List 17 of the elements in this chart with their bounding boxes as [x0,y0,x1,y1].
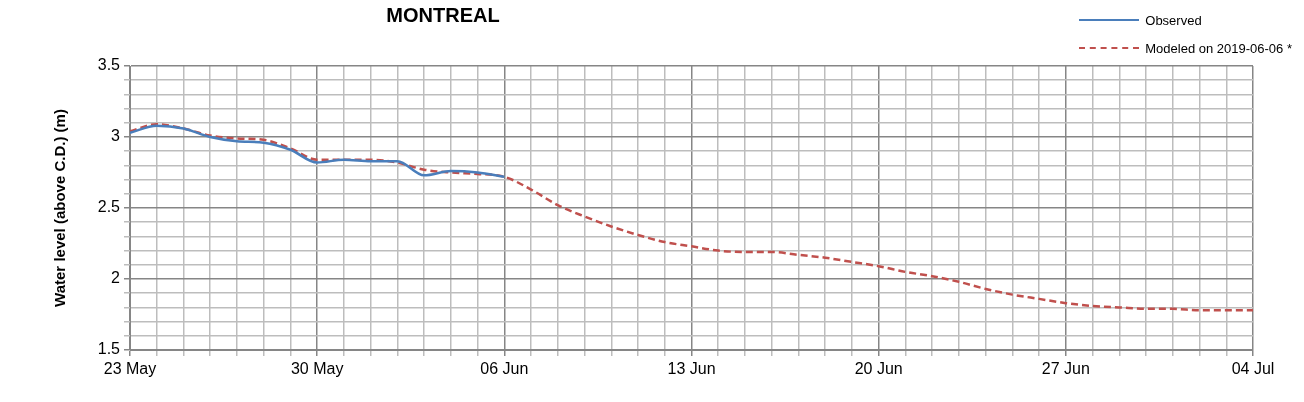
x-tick-label: 30 May [290,360,344,378]
legend-label: Observed [1145,12,1202,28]
y-tick-label: 3 [111,127,121,145]
chart-title: MONTREAL [386,3,500,26]
y-tick-label: 2.5 [97,198,121,216]
y-tick-label: 1.5 [97,340,121,358]
x-tick-label: 04 Jul [1231,360,1275,378]
x-tick-label: 27 Jun [1041,360,1090,378]
x-tick-label: 23 May [103,360,157,378]
line-series [130,124,506,179]
x-tick-label: 20 Jun [854,360,903,378]
y-tick-label: 3.5 [97,56,121,74]
y-tick-label: 2 [111,269,121,287]
y-axis-title: Water level (above C.D.) (m) [51,109,69,307]
x-tick-label: 06 Jun [480,360,529,378]
legend-label: Modeled on 2019-06-06 * [1145,40,1292,56]
x-tick-label: 13 Jun [667,360,716,378]
